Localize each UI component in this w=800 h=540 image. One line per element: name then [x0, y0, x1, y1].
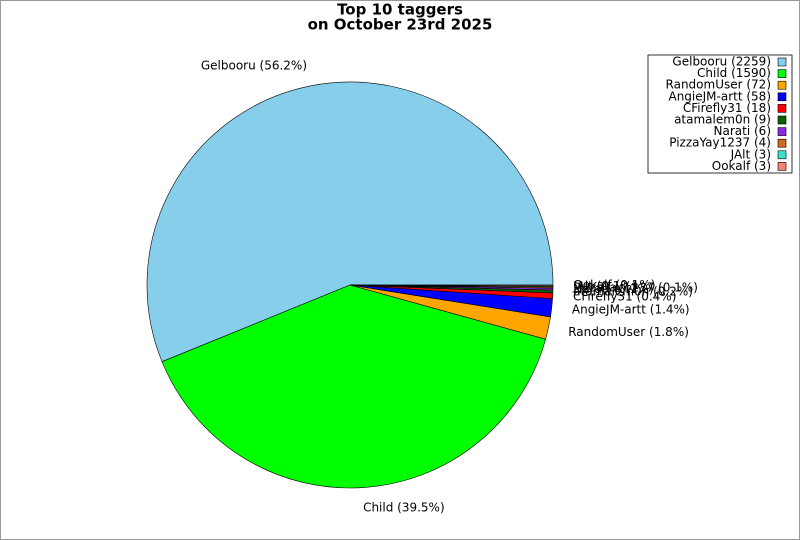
legend-swatch — [777, 92, 787, 102]
slice-label: PizzaYay1237 (0.1%) — [573, 280, 698, 294]
legend-swatch — [777, 127, 787, 136]
pie-slice — [161, 284, 547, 489]
legend-box — [647, 54, 793, 174]
pie-slice — [349, 284, 554, 287]
pie-slice — [146, 81, 554, 363]
legend-label: Child (1590) — [697, 66, 771, 80]
legend-swatch — [777, 80, 787, 90]
slice-label: Ookalf (0.1%) — [573, 278, 655, 292]
slice-label: JAlt (0.1%) — [572, 279, 636, 293]
slice-label: AngieJM-artt (1.4%) — [572, 303, 690, 317]
legend-label: AngieJM-artt (58) — [668, 89, 771, 103]
legend-label: PizzaYay1237 (4) — [669, 136, 771, 150]
chart-title: Top 10 taggers — [337, 1, 463, 19]
legend-label: Narati (6) — [714, 124, 771, 138]
slice-label: CFirefly31 (0.4%) — [573, 289, 676, 303]
legend-label: JAlt (3) — [730, 147, 771, 161]
slice-label: RandomUser (1.8%) — [568, 325, 689, 339]
legend-swatch — [777, 69, 787, 78]
slice-label: Child (39.5%) — [363, 500, 445, 514]
legend-label: RandomUser (72) — [666, 78, 771, 92]
legend-label: CFirefly31 (18) — [683, 101, 771, 115]
legend-swatch — [777, 150, 787, 160]
legend-swatch — [777, 138, 787, 148]
legend-swatch — [777, 57, 787, 67]
legend-label: Gelbooru (2259) — [672, 55, 771, 69]
slice-label: Gelbooru (56.2%) — [201, 58, 307, 72]
legend-label: Ookalf (3) — [712, 159, 771, 173]
legend-swatch — [777, 115, 787, 125]
chart-subtitle: on October 23rd 2025 — [308, 16, 493, 34]
legend-swatch — [777, 104, 787, 113]
slice-label: atamalem0n (0.2%) — [573, 285, 693, 299]
legend-swatch — [777, 162, 787, 171]
legend-label: atamalem0n (9) — [674, 113, 771, 127]
slice-label: Narati (0.1%) — [573, 282, 653, 296]
